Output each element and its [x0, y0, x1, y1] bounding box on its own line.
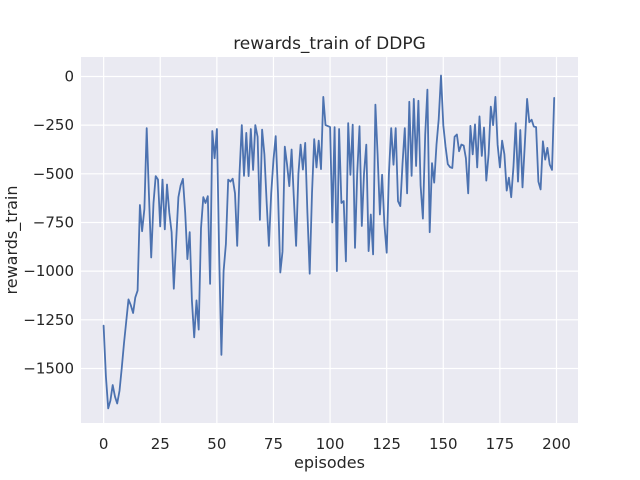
y-tick-labels: 0 −250 −500 −750 −1000 −1250 −1500: [23, 67, 74, 377]
y-tick-label: −1250: [23, 311, 74, 329]
y-tick-label: −750: [33, 213, 74, 231]
x-tick-label: 50: [207, 435, 226, 453]
x-tick-label: 0: [99, 435, 109, 453]
x-tick-label: 75: [264, 435, 283, 453]
y-tick-label: −1500: [23, 359, 74, 377]
data-line-rewards-train: [102, 74, 556, 410]
chart-title: rewards_train of DDPG: [233, 34, 426, 54]
x-tick-label: 150: [429, 435, 458, 453]
x-axis-label: episodes: [294, 453, 365, 472]
x-tick-label: 125: [372, 435, 401, 453]
y-tick-label: 0: [64, 67, 74, 85]
y-axis-label: rewards_train: [2, 186, 22, 295]
y-tick-label: −500: [33, 165, 74, 183]
x-tick-labels: 0 25 50 75 100 125 150 175 200: [99, 435, 571, 453]
y-tick-label: −1000: [23, 262, 74, 280]
x-tick-label: 200: [542, 435, 571, 453]
y-tick-label: −250: [33, 116, 74, 134]
x-tick-label: 25: [151, 435, 170, 453]
x-tick-label: 100: [316, 435, 345, 453]
grid-lines: [81, 57, 578, 423]
x-tick-label: 175: [486, 435, 515, 453]
